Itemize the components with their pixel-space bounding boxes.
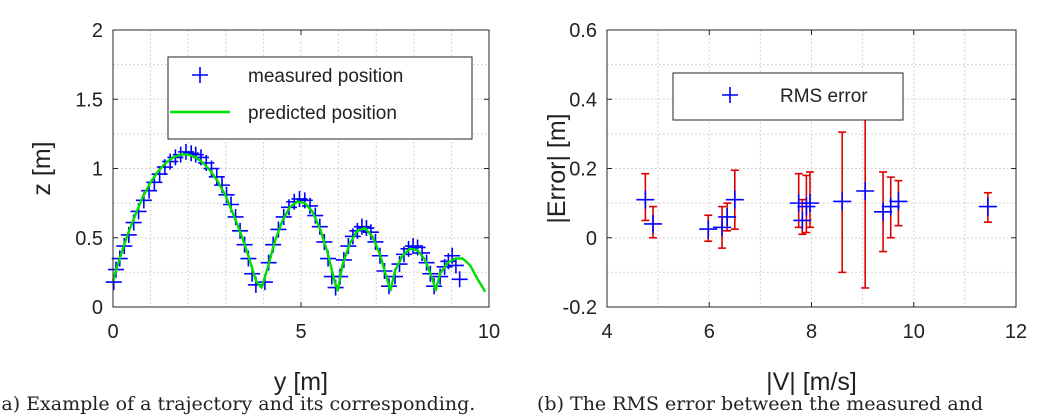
grid-lines bbox=[607, 30, 1016, 307]
series-line-predicted-position bbox=[111, 153, 487, 293]
left-chart-panel: 0 5 10 0 0.5 1 1.5 2 y [m] z [m] measured position… bbox=[28, 20, 500, 396]
x-axis-label: y [m] bbox=[274, 368, 328, 396]
data-point-rms-error bbox=[856, 182, 875, 201]
legend: measured position predicted position bbox=[167, 56, 473, 140]
legend-label: RMS error bbox=[780, 86, 868, 107]
legend: RMS error bbox=[672, 72, 904, 121]
plot-area bbox=[105, 143, 487, 296]
data-point-measured-position bbox=[447, 257, 464, 274]
data-point-rms-error bbox=[881, 197, 900, 216]
y-tick-label: 0.6 bbox=[569, 20, 597, 42]
data-point-measured-position bbox=[353, 218, 370, 235]
legend-label: measured position bbox=[248, 66, 403, 87]
axes-frame bbox=[112, 29, 490, 308]
y-tick-label: 1.5 bbox=[75, 89, 103, 111]
legend-box bbox=[672, 72, 904, 121]
data-point-rms-error bbox=[889, 192, 908, 211]
y-tick-label: 0.5 bbox=[75, 228, 103, 250]
x-tick-label: 10 bbox=[478, 321, 500, 343]
data-point-rms-error bbox=[978, 197, 997, 216]
x-tick-label: 8 bbox=[806, 321, 817, 343]
legend-swatch-plus bbox=[722, 87, 738, 103]
data-point-rms-error bbox=[718, 207, 737, 226]
y-tick-label: -0.2 bbox=[563, 297, 597, 319]
axes-frame bbox=[606, 29, 1017, 308]
y-tick-label: 0.4 bbox=[569, 89, 597, 111]
data-point-rms-error bbox=[644, 214, 663, 233]
right-chart-panel: 4 6 8 10 12 -0.2 0 0.2 0.4 0.6 |V| [m/s] |Error| [m… bbox=[543, 20, 1027, 396]
y-axis-label: |Error| [m] bbox=[543, 113, 571, 223]
y-tick-label: 0.2 bbox=[569, 159, 597, 181]
x-tick-label: 0 bbox=[107, 321, 118, 343]
legend-box bbox=[167, 56, 473, 140]
data-point-measured-position bbox=[362, 224, 379, 241]
x-tick-label: 6 bbox=[704, 321, 715, 343]
y-axis-label: z [m] bbox=[28, 141, 56, 195]
y-tick-label: 0 bbox=[586, 228, 597, 250]
data-point-rms-error bbox=[699, 220, 718, 239]
data-point-rms-error bbox=[797, 197, 816, 216]
y-tick-label: 2 bbox=[92, 20, 103, 42]
data-point-measured-position bbox=[183, 145, 200, 162]
data-point-rms-error bbox=[874, 202, 893, 221]
legend-label: predicted position bbox=[248, 103, 397, 124]
x-tick-label: 5 bbox=[295, 321, 306, 343]
x-axis-label: |V| [m/s] bbox=[766, 368, 857, 396]
x-tick-label: 10 bbox=[903, 321, 925, 343]
x-tick-label: 4 bbox=[601, 321, 612, 343]
data-point-measured-position bbox=[451, 271, 468, 288]
data-point-rms-error bbox=[800, 194, 819, 213]
data-point-measured-position bbox=[405, 238, 422, 255]
data-point-rms-error bbox=[833, 192, 852, 211]
data-point-measured-position bbox=[414, 244, 431, 261]
caption-left: (a) Example of a trajectory and its corr… bbox=[0, 393, 475, 415]
legend-swatch-plus bbox=[192, 67, 208, 83]
y-tick-label: 0 bbox=[92, 297, 103, 319]
plot-area bbox=[636, 93, 997, 289]
x-tick-label: 12 bbox=[1005, 321, 1027, 343]
data-point-rms-error bbox=[725, 190, 744, 209]
data-point-measured-position bbox=[302, 197, 319, 214]
data-point-rms-error bbox=[793, 211, 812, 230]
data-point-rms-error bbox=[713, 218, 732, 237]
data-point-rms-error bbox=[636, 190, 655, 209]
y-tick-label: 1 bbox=[92, 159, 103, 181]
caption-right: (b) The RMS error between the measured a… bbox=[537, 393, 983, 415]
